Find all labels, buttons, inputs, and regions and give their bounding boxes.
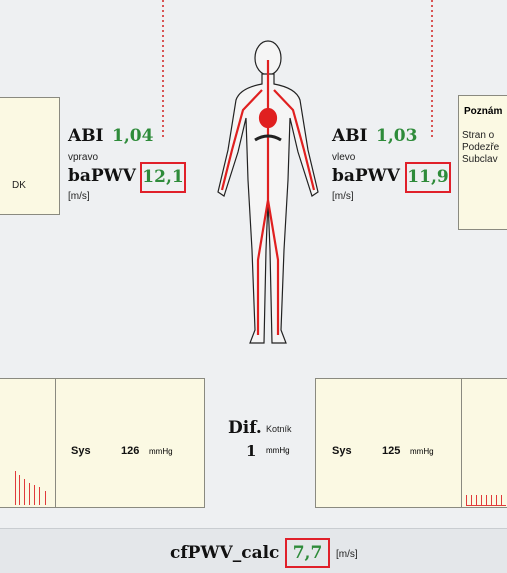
- waveform-panel: Sys 126 mmHg: [0, 378, 205, 508]
- divider: [55, 379, 56, 507]
- side-name: vlevo: [332, 152, 356, 163]
- dif-unit: mmHg: [266, 446, 290, 455]
- pulse: [15, 471, 16, 505]
- note-line: Podezře: [462, 142, 500, 153]
- overlay: [162, 0, 433, 344]
- sys-label: Sys: [332, 445, 352, 457]
- bottom-bar: [0, 528, 507, 573]
- note-box: Poznám Stran o Podezře Subclav: [458, 95, 507, 230]
- pulses: [466, 495, 506, 506]
- note-line: Stran o: [462, 130, 495, 141]
- cfpwv-value: 7,7: [285, 538, 330, 568]
- side-name: vpravo: [68, 152, 99, 163]
- unit: [m/s]: [332, 191, 354, 202]
- abi-value: 1,03: [376, 126, 418, 146]
- side-label: DK: [12, 180, 26, 191]
- divider: [461, 379, 462, 507]
- bapwv-label: baPWV: [68, 166, 136, 186]
- abi-label: ABI: [68, 126, 104, 146]
- sys-label: Sys: [71, 445, 91, 457]
- pulse: [29, 483, 30, 505]
- pulse: [34, 485, 35, 505]
- pulse: [45, 491, 46, 505]
- pulse: [19, 475, 20, 505]
- waveform-panel: Sys 125 mmHg: [315, 378, 507, 508]
- bapwv-label: baPWV: [332, 166, 400, 186]
- abi-value: 1,04: [112, 126, 154, 146]
- vessels: [220, 60, 316, 335]
- note-line: Subclav: [462, 154, 498, 165]
- abi-label: ABI: [332, 126, 368, 146]
- sys-unit: mmHg: [149, 447, 173, 456]
- note-title: Poznám: [464, 106, 503, 117]
- bapwv-value: 11,9: [405, 162, 451, 193]
- bapwv-value: 12,1: [140, 162, 186, 193]
- cfpwv-unit: [m/s]: [336, 549, 358, 560]
- sys-value: 126: [121, 445, 140, 457]
- dif-label: Dif.: [228, 418, 262, 438]
- sys-unit: mmHg: [410, 447, 434, 456]
- left-info-box: DK: [0, 97, 60, 215]
- pulse: [39, 487, 40, 505]
- unit: [m/s]: [68, 191, 90, 202]
- dif-value: 1: [246, 442, 257, 460]
- pulse: [24, 479, 25, 505]
- sys-value: 125: [382, 445, 401, 457]
- cfpwv-label: cfPWV_calc: [170, 543, 280, 563]
- dif-site: Kotník: [266, 424, 292, 434]
